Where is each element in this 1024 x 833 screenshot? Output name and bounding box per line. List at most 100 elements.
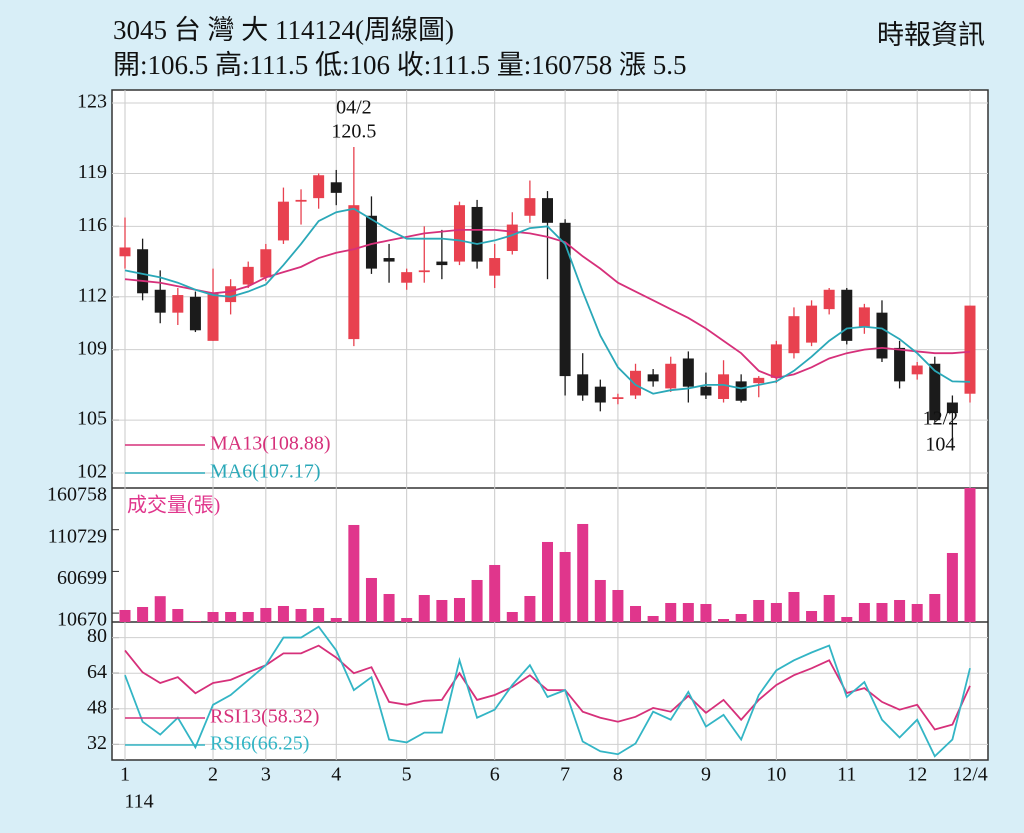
candle-body [524, 198, 536, 216]
x-tick-label: 7 [560, 764, 570, 786]
y-tick-label: 123 [77, 91, 107, 113]
candle-body [542, 198, 553, 223]
x-tick-label: 6 [490, 764, 500, 786]
candle-body [313, 175, 325, 199]
volume-bar [718, 618, 730, 622]
x-tick-label: 11 [837, 764, 856, 786]
candle-body [858, 307, 870, 327]
candle-body [559, 222, 571, 377]
volume-bar [524, 595, 536, 622]
legend-label: MA13(108.88) [210, 433, 331, 455]
candle-body [154, 289, 166, 313]
volume-bar [823, 594, 835, 622]
candle-body [577, 374, 589, 396]
x-tick-label: 12/4 [952, 764, 988, 786]
volume-bar [471, 579, 483, 622]
candle-body [806, 305, 818, 343]
candle-body [823, 289, 835, 310]
chart-title: 3045 台 灣 大 114124(周線圖) [113, 15, 454, 45]
y-tick-label: 48 [87, 696, 107, 718]
volume-bar [788, 591, 800, 622]
candle-body [700, 386, 712, 396]
candle-body [770, 344, 782, 378]
volume-bar [894, 599, 906, 622]
volume-bar [172, 608, 184, 622]
annotation-date: 12/2 [923, 407, 959, 429]
marks-layer [119, 147, 976, 758]
y-tick-label: 110729 [48, 525, 107, 547]
volume-bar [929, 593, 941, 622]
candle-body [242, 266, 254, 285]
volume-bar [700, 603, 712, 622]
y-tick-label: 10670 [57, 609, 107, 631]
volume-bar [207, 611, 219, 622]
volume-bar [277, 605, 289, 622]
volume-bar [612, 589, 624, 622]
candle-body [489, 258, 501, 276]
candle-body [665, 363, 677, 389]
volume-bar [858, 602, 870, 622]
legend-label: RSI6(66.25) [210, 733, 309, 755]
volume-bar [330, 617, 342, 622]
volume-bar [348, 524, 360, 622]
volume-bar [260, 607, 272, 622]
annotation-value: 104 [925, 433, 955, 455]
volume-bar [841, 616, 853, 622]
line-series [124, 625, 971, 758]
annotation-value: 120.5 [331, 121, 376, 143]
candle-body [753, 377, 765, 384]
volume-bar [577, 523, 589, 622]
source: 時報資訊 [877, 20, 985, 50]
legend-label: MA6(107.17) [210, 461, 321, 483]
grid-layer [112, 90, 988, 760]
volume-bar [189, 620, 201, 622]
volume-bar [964, 488, 976, 622]
candle-body [735, 381, 747, 401]
volume-bar [630, 605, 642, 622]
x-tick-label: 8 [613, 764, 623, 786]
candle-body [841, 289, 853, 341]
volume-bar [489, 564, 501, 622]
panel-title: 成交量(張) [127, 494, 220, 517]
volume-bar [242, 611, 254, 622]
x-tick-label: 4 [331, 764, 341, 786]
candle-body [911, 365, 923, 375]
volume-bar [295, 608, 307, 622]
volume-bar [401, 617, 413, 622]
candle-body [295, 199, 307, 202]
y-tick-label: 102 [77, 461, 107, 483]
x-tick-label: 1 [120, 764, 130, 786]
candle-body [876, 312, 888, 359]
y-tick-label: 32 [87, 732, 107, 754]
line-series [124, 207, 971, 395]
legend-label: RSI13(58.32) [210, 706, 319, 728]
annotation-date: 04/2 [336, 97, 372, 119]
y-tick-label: 109 [77, 337, 107, 359]
candle-body [418, 270, 430, 273]
candle-body [788, 316, 800, 354]
candle-body [630, 370, 642, 396]
y-tick-label: 116 [78, 214, 107, 236]
candle-body [506, 224, 518, 251]
volume-bar [770, 602, 782, 622]
candle-body [647, 374, 659, 382]
volume-bar [665, 602, 677, 622]
candle-body [330, 182, 342, 193]
volume-bar [911, 603, 923, 622]
candle-body [365, 215, 377, 269]
x-tick-label: 2 [208, 764, 218, 786]
volume-bar [876, 602, 888, 622]
candle-body [612, 397, 624, 399]
y-tick-label: 60699 [57, 567, 107, 589]
volume-bar [946, 552, 958, 622]
volume-bar [436, 599, 448, 622]
candle-body [225, 286, 237, 303]
x-tick-label: 5 [402, 764, 412, 786]
candle-body [137, 249, 149, 294]
volume-bar [453, 597, 465, 622]
candle-body [383, 258, 395, 262]
volume-bar [647, 615, 659, 622]
volume-bar [365, 577, 377, 622]
